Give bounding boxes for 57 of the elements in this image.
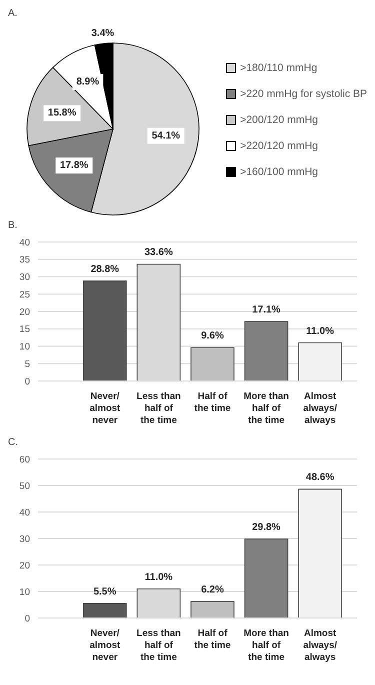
y-tick-label: 10 [19, 342, 30, 353]
x-tick-label: Almost always/ always [303, 628, 338, 663]
data-label: 9.6% [201, 330, 224, 342]
data-label: 48.6% [306, 472, 334, 484]
y-tick-label: 20 [19, 560, 30, 572]
x-tick-label: More than half of the time [244, 628, 290, 663]
legend-label: >160/100 mmHg [240, 166, 318, 178]
bar [190, 601, 234, 618]
data-label: 17.8% [60, 160, 88, 171]
legend-label: >180/110 mmHg [240, 62, 318, 74]
data-label: 5.5% [93, 586, 116, 598]
data-label: 3.4% [91, 28, 114, 40]
y-tick-label: 30 [19, 272, 30, 284]
x-tick-label: More than half of the time [244, 391, 290, 426]
y-tick-label: 5 [24, 358, 30, 370]
y-tick-label: 15 [19, 324, 30, 336]
y-tick-label: 40 [19, 237, 30, 248]
y-tick-label: 10 [19, 586, 30, 598]
y-tick-label: 35 [19, 254, 30, 266]
y-tick-label: 60 [19, 454, 30, 466]
y-tick-label: 30 [19, 534, 30, 545]
x-tick-label: Less than half of the time [136, 628, 182, 663]
chart-title: C. [8, 437, 19, 449]
y-tick-label: 0 [24, 613, 30, 624]
bar [298, 488, 342, 618]
legend-label: >220/120 mmHg [240, 140, 318, 152]
data-label: 15.8% [48, 108, 76, 119]
legend-label: >220 mmHg for systolic BP [240, 88, 367, 100]
y-tick-label: 20 [19, 306, 30, 318]
chart-title: A. [8, 8, 18, 20]
y-tick-label: 40 [19, 507, 30, 518]
data-label: 11.0% [306, 326, 334, 337]
x-tick-label: Never/ almost never [90, 628, 122, 663]
bar [190, 347, 234, 381]
bar [244, 321, 288, 381]
data-label: 28.8% [90, 264, 120, 275]
data-label: 11.0% [144, 572, 173, 583]
data-label: 54.1% [152, 130, 180, 142]
bar [82, 280, 127, 381]
legend-label: >200/120 mmHg [240, 114, 318, 126]
x-tick-label: Never/ almost never [90, 391, 122, 426]
data-label: 29.8% [252, 522, 281, 534]
bar [82, 603, 127, 618]
x-tick-label: Half of the time [194, 391, 231, 414]
data-label: 6.2% [201, 584, 224, 596]
x-tick-label: Almost always/ always [303, 391, 338, 426]
bar [244, 538, 288, 618]
data-label: 8.9% [76, 76, 100, 88]
bar [298, 342, 342, 381]
x-tick-label: Less than half of the time [136, 391, 182, 426]
y-tick-label: 50 [19, 480, 30, 492]
data-label: 33.6% [144, 247, 173, 258]
chart-title: B. [8, 220, 18, 232]
y-tick-label: 0 [24, 376, 30, 388]
x-tick-label: Half of the time [194, 628, 231, 651]
y-tick-label: 25 [19, 289, 30, 300]
data-label: 17.1% [252, 304, 281, 316]
